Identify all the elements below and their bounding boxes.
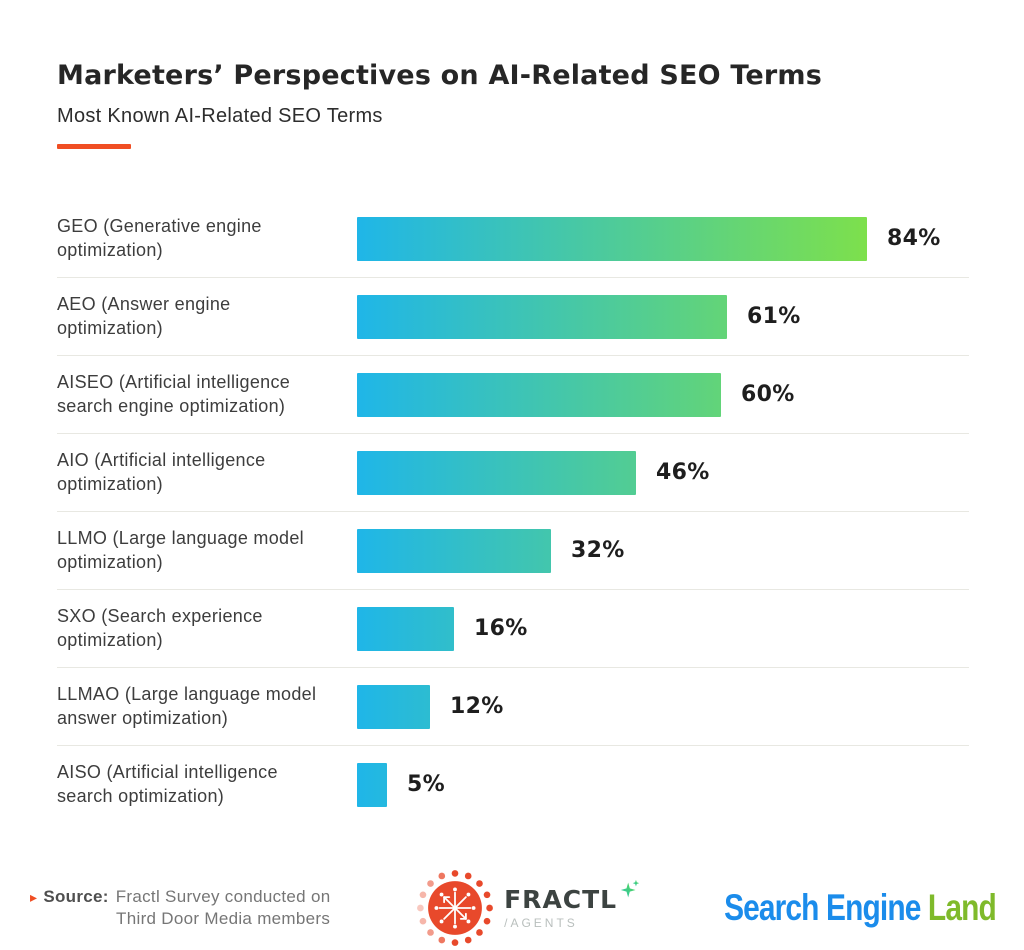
header: Marketers’ Perspectives on AI-Related SE… (0, 0, 1024, 150)
source-label: Source: (43, 887, 109, 907)
page-title: Marketers’ Perspectives on AI-Related SE… (57, 60, 823, 91)
source-text: Fractl Survey conducted on Third Door Me… (116, 886, 331, 930)
bar-area: 5% (357, 762, 969, 807)
bar-label: AISEO (Artificial intelligence search en… (57, 372, 291, 416)
sel-text-green: Land (928, 886, 997, 929)
source-text-line1: Fractl Survey conducted on (115, 887, 331, 907)
bar (357, 606, 454, 651)
bar-chart: GEO (Generative engine optimization) 84% A… (57, 200, 969, 823)
fractl-wordmark: FRACTL (504, 884, 618, 914)
bar-label: GEO (Generative engine optimization) (57, 216, 262, 260)
bar-value-label: 16% (474, 616, 528, 642)
title-accent-rule (57, 144, 131, 150)
bar (357, 762, 387, 807)
bar-value-label: 60% (741, 382, 795, 408)
bar-value-label: 61% (747, 304, 801, 330)
bar-area: 12% (357, 684, 969, 729)
fractl-wordmark-block: FRACTL /AGENTS (504, 879, 641, 930)
bar-label: LLMAO (Large language model answer optim… (57, 684, 317, 728)
fractl-logo: FRACTL /AGENTS (414, 867, 641, 949)
bar (357, 294, 727, 339)
bar-label: AIO (Artificial intelligence optimizatio… (57, 450, 266, 494)
bar-value-label: 46% (656, 460, 710, 486)
bar-label: LLMO (Large language model optimization) (57, 528, 304, 572)
bar-value-label: 5% (407, 772, 445, 798)
bar (357, 684, 430, 729)
chart-row: GEO (Generative engine optimization) 84% (57, 200, 969, 279)
sparkle-icon (620, 879, 640, 897)
bar-area: 46% (357, 450, 969, 495)
chart-row: LLMO (Large language model optimization)… (57, 512, 969, 591)
search-engine-land-logo: Search Engine Land (724, 886, 997, 929)
bar-label: AEO (Answer engine optimization) (57, 294, 231, 338)
bar-value-label: 12% (450, 694, 504, 720)
bar (357, 450, 636, 495)
bar-area: 61% (357, 294, 969, 339)
sel-text-blue: Search Engine (724, 886, 921, 929)
fractl-agents-label: /AGENTS (504, 915, 578, 930)
chart-row: AISO (Artificial intelligence search opt… (57, 746, 969, 823)
bar-value-label: 84% (887, 226, 941, 252)
chart-subtitle: Most Known AI-Related SEO Terms (57, 105, 383, 128)
bar-label: AISO (Artificial intelligence search opt… (57, 762, 278, 806)
bar-area: 16% (357, 606, 969, 651)
triangle-right-icon: ▸ (30, 889, 38, 906)
bar-area: 60% (357, 372, 969, 417)
chart-row: LLMAO (Large language model answer optim… (57, 668, 969, 747)
bar-area: 32% (357, 528, 969, 573)
bar-label: SXO (Search experience optimization) (57, 606, 263, 650)
bar-value-label: 32% (571, 538, 625, 564)
chart-row: AIO (Artificial intelligence optimizatio… (57, 434, 969, 513)
chart-row: AISEO (Artificial intelligence search en… (57, 356, 969, 435)
source-text-line2: Third Door Media members (116, 909, 331, 929)
chart-row: AEO (Answer engine optimization) 61% (57, 278, 969, 357)
chart-row: SXO (Search experience optimization) 16% (57, 590, 969, 669)
fractl-mark-icon (417, 870, 494, 946)
bar (357, 528, 551, 573)
source-note: ▸ Source: Fractl Survey conducted on Thi… (30, 886, 330, 930)
bar (357, 216, 867, 261)
footer: ▸ Source: Fractl Survey conducted on Thi… (0, 867, 1024, 949)
bar-area: 84% (357, 216, 969, 261)
bar (357, 372, 721, 417)
